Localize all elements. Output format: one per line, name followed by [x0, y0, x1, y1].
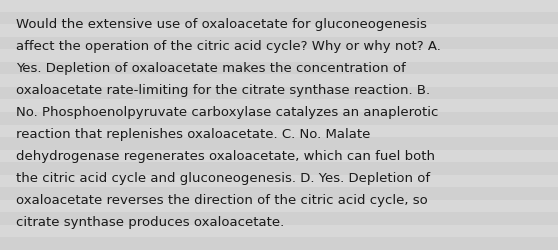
Text: Yes. Depletion of oxaloacetate makes the concentration of: Yes. Depletion of oxaloacetate makes the… [16, 62, 405, 75]
Text: oxaloacetate rate-limiting for the citrate synthase reaction. B.: oxaloacetate rate-limiting for the citra… [16, 84, 430, 96]
Text: oxaloacetate reverses the direction of the citric acid cycle, so: oxaloacetate reverses the direction of t… [16, 193, 427, 206]
Bar [0, 12, 558, 25]
Text: No. Phosphoenolpyruvate carboxylase catalyzes an anaplerotic: No. Phosphoenolpyruvate carboxylase cata… [16, 106, 438, 118]
Text: affect the operation of the citric acid cycle? Why or why not? A.: affect the operation of the citric acid … [16, 40, 440, 53]
Bar [0, 75, 558, 88]
Bar [0, 175, 558, 188]
Bar [0, 225, 558, 237]
Text: reaction that replenishes oxaloacetate. C. No. Malate: reaction that replenishes oxaloacetate. … [16, 128, 370, 140]
Bar [0, 25, 558, 38]
Bar [0, 62, 558, 75]
Text: dehydrogenase regenerates oxaloacetate, which can fuel both: dehydrogenase regenerates oxaloacetate, … [16, 150, 435, 162]
Bar [0, 188, 558, 200]
Bar [0, 138, 558, 150]
Bar [0, 88, 558, 100]
Bar [0, 38, 558, 50]
Text: citrate synthase produces oxaloacetate.: citrate synthase produces oxaloacetate. [16, 215, 284, 228]
Text: the citric acid cycle and gluconeogenesis. D. Yes. Depletion of: the citric acid cycle and gluconeogenesi… [16, 171, 430, 184]
Bar [0, 112, 558, 125]
Bar [0, 0, 558, 12]
Bar [0, 125, 558, 138]
Bar [0, 238, 558, 250]
Bar [0, 100, 558, 112]
Bar [0, 200, 558, 212]
Text: Would the extensive use of oxaloacetate for gluconeogenesis: Would the extensive use of oxaloacetate … [16, 18, 426, 31]
Bar [0, 162, 558, 175]
Bar [0, 212, 558, 225]
Bar [0, 150, 558, 162]
Bar [0, 50, 558, 62]
